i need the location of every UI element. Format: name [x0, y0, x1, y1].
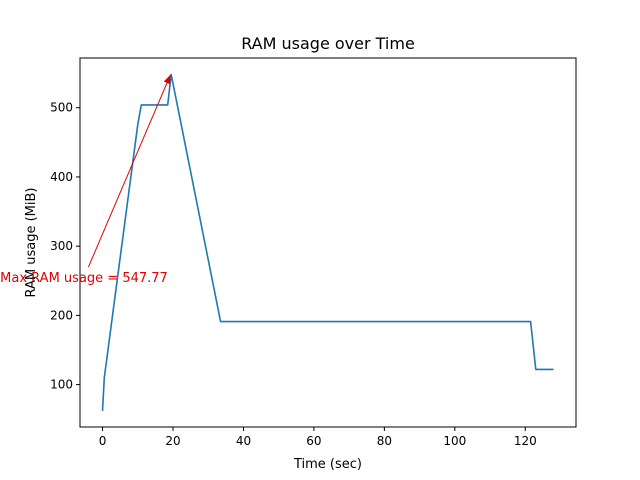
chart-title: RAM usage over Time	[241, 34, 415, 53]
x-tick-label: 20	[165, 434, 180, 448]
x-tick-label: 0	[99, 434, 107, 448]
annotation-layer: Max RAM usage = 547.77	[0, 74, 171, 286]
y-tick-label: 200	[50, 308, 73, 322]
x-tick-label: 100	[443, 434, 466, 448]
x-axis-label: Time (sec)	[293, 457, 362, 472]
plot-area	[79, 57, 577, 428]
y-tick-label: 100	[50, 378, 73, 392]
y-axis: 100 200 300 400 500	[50, 101, 80, 392]
x-axis: 0 20 40 60 80 100 120	[99, 427, 537, 448]
axes-frame	[79, 57, 577, 428]
y-axis-label: RAM usage (MiB)	[24, 188, 39, 298]
x-tick-label: 60	[306, 434, 321, 448]
x-tick-label: 120	[514, 434, 537, 448]
y-tick-label: 300	[50, 239, 73, 253]
annotation-arrow-line	[87, 74, 171, 268]
annotation-arrowhead	[163, 74, 171, 85]
y-tick-label: 500	[50, 101, 73, 115]
series-line	[101, 73, 554, 411]
y-tick-label: 400	[50, 170, 73, 184]
x-tick-label: 80	[377, 434, 392, 448]
x-tick-label: 40	[236, 434, 251, 448]
series-layer	[101, 73, 554, 411]
annotation-label: Max RAM usage = 547.77	[0, 271, 168, 286]
